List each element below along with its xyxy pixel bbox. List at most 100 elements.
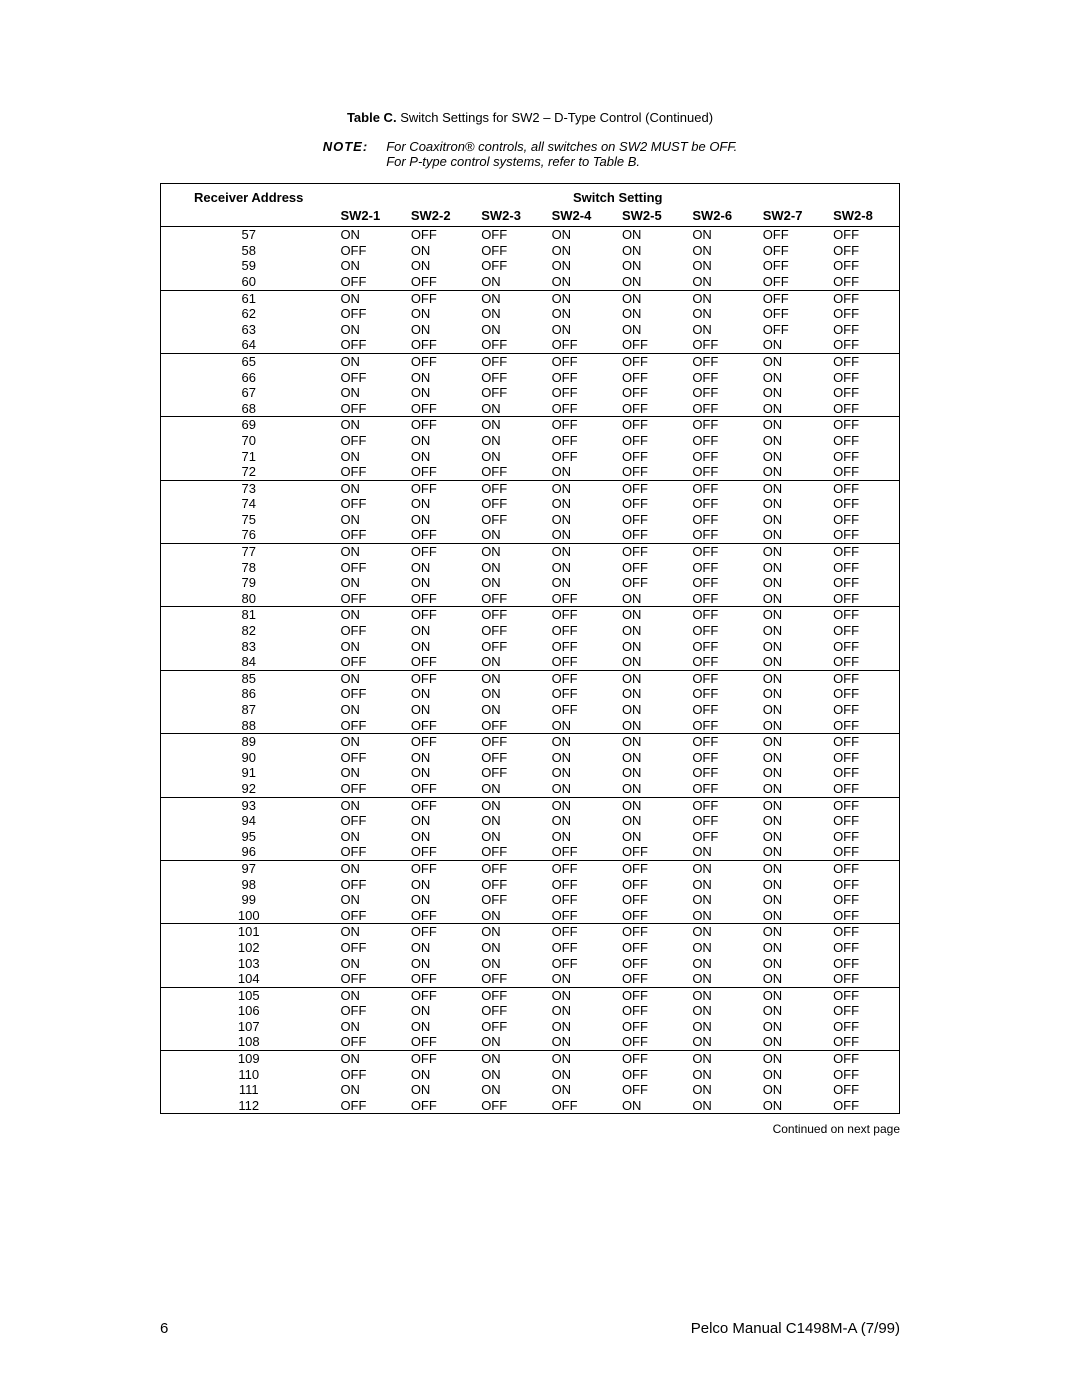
cell-value: ON bbox=[477, 322, 547, 338]
cell-value: ON bbox=[618, 591, 688, 607]
cell-value: ON bbox=[688, 892, 758, 908]
cell-value: OFF bbox=[407, 734, 477, 750]
cell-value: ON bbox=[336, 544, 406, 560]
cell-value: OFF bbox=[336, 813, 406, 829]
table-row: 64OFFOFFOFFOFFOFFOFFONOFF bbox=[161, 337, 900, 353]
cell-value: ON bbox=[407, 258, 477, 274]
cell-address: 107 bbox=[161, 1019, 337, 1035]
cell-address: 91 bbox=[161, 765, 337, 781]
cell-value: ON bbox=[407, 449, 477, 465]
cell-value: ON bbox=[477, 956, 547, 972]
table-row: 90OFFONOFFONONOFFONOFF bbox=[161, 750, 900, 766]
cell-value: ON bbox=[548, 734, 618, 750]
column-header: SW2-6 bbox=[688, 208, 758, 227]
cell-address: 82 bbox=[161, 623, 337, 639]
cell-value: OFF bbox=[548, 924, 618, 940]
table-row: 79ONONONONOFFOFFONOFF bbox=[161, 575, 900, 591]
cell-value: OFF bbox=[688, 718, 758, 734]
note-text: For Coaxitron® controls, all switches on… bbox=[386, 139, 737, 169]
table-row: 67ONONOFFOFFOFFOFFONOFF bbox=[161, 385, 900, 401]
cell-value: OFF bbox=[829, 1098, 899, 1114]
cell-value: OFF bbox=[407, 1051, 477, 1067]
table-row: 58OFFONOFFONONONOFFOFF bbox=[161, 243, 900, 259]
cell-value: OFF bbox=[688, 750, 758, 766]
cell-value: OFF bbox=[618, 496, 688, 512]
cell-value: OFF bbox=[618, 575, 688, 591]
cell-address: 76 bbox=[161, 527, 337, 543]
cell-value: OFF bbox=[618, 924, 688, 940]
cell-value: OFF bbox=[829, 718, 899, 734]
cell-value: ON bbox=[759, 765, 829, 781]
cell-value: OFF bbox=[336, 591, 406, 607]
cell-value: OFF bbox=[407, 337, 477, 353]
cell-value: OFF bbox=[618, 464, 688, 480]
cell-value: ON bbox=[618, 274, 688, 290]
cell-value: ON bbox=[759, 971, 829, 987]
cell-value: OFF bbox=[336, 496, 406, 512]
cell-value: ON bbox=[688, 290, 758, 306]
cell-value: OFF bbox=[477, 765, 547, 781]
cell-address: 101 bbox=[161, 924, 337, 940]
page-number: 6 bbox=[160, 1320, 168, 1337]
cell-address: 98 bbox=[161, 877, 337, 893]
cell-value: OFF bbox=[688, 765, 758, 781]
cell-value: OFF bbox=[759, 322, 829, 338]
table-row: 61ONOFFONONONONOFFOFF bbox=[161, 290, 900, 306]
cell-value: OFF bbox=[336, 971, 406, 987]
cell-value: ON bbox=[336, 829, 406, 845]
cell-address: 78 bbox=[161, 560, 337, 576]
column-header: SW2-2 bbox=[407, 208, 477, 227]
table-row: 99ONONOFFOFFOFFONONOFF bbox=[161, 892, 900, 908]
cell-value: OFF bbox=[407, 417, 477, 433]
cell-address: 73 bbox=[161, 480, 337, 496]
table-row: 84OFFOFFONOFFONOFFONOFF bbox=[161, 654, 900, 670]
cell-value: OFF bbox=[688, 702, 758, 718]
cell-value: ON bbox=[336, 670, 406, 686]
cell-value: ON bbox=[548, 1051, 618, 1067]
cell-value: OFF bbox=[548, 670, 618, 686]
cell-value: ON bbox=[548, 750, 618, 766]
cell-value: OFF bbox=[407, 591, 477, 607]
cell-value: OFF bbox=[336, 306, 406, 322]
cell-value: OFF bbox=[336, 401, 406, 417]
cell-value: OFF bbox=[618, 908, 688, 924]
cell-value: OFF bbox=[477, 623, 547, 639]
cell-value: OFF bbox=[407, 908, 477, 924]
cell-address: 85 bbox=[161, 670, 337, 686]
cell-value: ON bbox=[759, 337, 829, 353]
cell-value: ON bbox=[407, 496, 477, 512]
table-row: 108OFFOFFONONOFFONONOFF bbox=[161, 1034, 900, 1050]
cell-value: ON bbox=[759, 544, 829, 560]
cell-value: ON bbox=[477, 274, 547, 290]
table-row: 63ONONONONONONOFFOFF bbox=[161, 322, 900, 338]
cell-value: OFF bbox=[618, 527, 688, 543]
cell-value: OFF bbox=[548, 417, 618, 433]
cell-value: ON bbox=[618, 322, 688, 338]
table-row: 86OFFONONOFFONOFFONOFF bbox=[161, 686, 900, 702]
cell-address: 97 bbox=[161, 860, 337, 876]
cell-value: ON bbox=[688, 908, 758, 924]
cell-value: OFF bbox=[407, 290, 477, 306]
cell-value: OFF bbox=[688, 433, 758, 449]
table-row: 94OFFONONONONOFFONOFF bbox=[161, 813, 900, 829]
cell-value: OFF bbox=[548, 908, 618, 924]
table-row: 96OFFOFFOFFOFFOFFONONOFF bbox=[161, 844, 900, 860]
cell-value: ON bbox=[407, 892, 477, 908]
cell-value: ON bbox=[618, 639, 688, 655]
cell-value: ON bbox=[618, 1098, 688, 1114]
cell-address: 100 bbox=[161, 908, 337, 924]
cell-value: ON bbox=[759, 401, 829, 417]
cell-value: ON bbox=[759, 956, 829, 972]
table-row: 101ONOFFONOFFOFFONONOFF bbox=[161, 924, 900, 940]
cell-value: OFF bbox=[336, 1003, 406, 1019]
cell-value: ON bbox=[407, 765, 477, 781]
cell-address: 96 bbox=[161, 844, 337, 860]
cell-value: OFF bbox=[829, 385, 899, 401]
cell-value: OFF bbox=[829, 306, 899, 322]
cell-value: ON bbox=[336, 480, 406, 496]
table-row: 57ONOFFOFFONONONOFFOFF bbox=[161, 227, 900, 243]
table-row: 73ONOFFOFFONOFFOFFONOFF bbox=[161, 480, 900, 496]
cell-address: 68 bbox=[161, 401, 337, 417]
cell-value: ON bbox=[407, 829, 477, 845]
cell-value: OFF bbox=[829, 337, 899, 353]
